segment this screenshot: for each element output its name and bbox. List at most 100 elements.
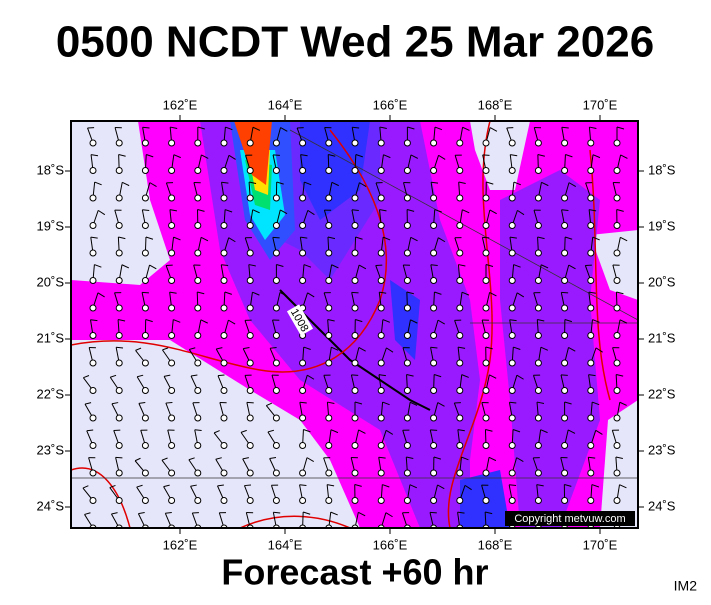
wind-station — [352, 250, 358, 256]
wind-station — [509, 360, 515, 366]
wind-station — [195, 470, 201, 476]
wind-station — [273, 305, 279, 311]
wind-station — [431, 443, 437, 449]
wind-station — [221, 498, 227, 504]
wind-barb-feather — [640, 265, 647, 266]
wind-station — [535, 195, 541, 201]
wind-station — [195, 360, 201, 366]
wind-station — [535, 250, 541, 256]
wind-station — [90, 305, 96, 311]
wind-station — [116, 388, 122, 394]
wind-station — [509, 415, 515, 421]
wind-station — [142, 305, 148, 311]
wind-station — [300, 168, 306, 174]
wind-station — [116, 195, 122, 201]
wind-station — [640, 470, 646, 476]
wind-barb-feather — [116, 347, 123, 348]
wind-station — [431, 250, 437, 256]
wind-station — [535, 443, 541, 449]
wind-station — [300, 250, 306, 256]
wind-station — [457, 305, 463, 311]
wind-station — [116, 443, 122, 449]
wind-station — [247, 388, 253, 394]
wind-station — [378, 140, 384, 146]
wind-station — [326, 250, 332, 256]
lon-label: 164˚E — [268, 97, 303, 112]
lat-label: 23˚S — [37, 442, 65, 457]
wind-barb-feather — [273, 512, 280, 513]
wind-station — [535, 415, 541, 421]
wind-station — [535, 388, 541, 394]
lat-label: 19˚S — [37, 218, 65, 233]
wind-station — [273, 415, 279, 421]
wind-station — [483, 415, 489, 421]
lat-label: 18˚S — [648, 162, 676, 177]
wind-station — [221, 415, 227, 421]
wind-barb — [643, 485, 647, 501]
wind-station — [90, 250, 96, 256]
wind-station — [90, 168, 96, 174]
wind-station — [404, 250, 410, 256]
wind-station — [142, 333, 148, 339]
wind-barb-feather — [644, 375, 651, 377]
wind-station — [195, 195, 201, 201]
lon-label: 164˚E — [268, 537, 303, 552]
wind-station — [169, 415, 175, 421]
wind-barb-feather — [647, 485, 654, 489]
forecast-label: Forecast +60 hr — [221, 552, 488, 593]
wind-station — [483, 195, 489, 201]
wind-station — [614, 223, 620, 229]
wind-station — [431, 195, 437, 201]
map-field — [71, 121, 655, 531]
wind-station — [169, 195, 175, 201]
wind-station — [142, 168, 148, 174]
wind-station — [116, 360, 122, 366]
wind-station — [352, 498, 358, 504]
wind-station — [404, 168, 410, 174]
wind-barb-feather — [273, 155, 280, 156]
wind-station — [614, 415, 620, 421]
wind-station — [142, 195, 148, 201]
wind-barb-feather — [195, 430, 202, 431]
wind-station — [195, 168, 201, 174]
wind-station — [247, 415, 253, 421]
wind-station — [614, 333, 620, 339]
wind-station — [457, 140, 463, 146]
wind-station — [562, 333, 568, 339]
wind-station — [247, 195, 253, 201]
wind-station — [588, 388, 594, 394]
wind-station — [431, 278, 437, 284]
wind-station — [169, 223, 175, 229]
wind-station — [404, 498, 410, 504]
wind-station — [457, 195, 463, 201]
wind-station — [273, 195, 279, 201]
wind-station — [273, 333, 279, 339]
wind-station — [640, 195, 646, 201]
wind-station — [142, 470, 148, 476]
wind-station — [195, 388, 201, 394]
wind-station — [562, 250, 568, 256]
lat-label: 23˚S — [648, 442, 676, 457]
wind-station — [535, 305, 541, 311]
wind-barb-feather — [648, 155, 655, 159]
wind-station — [142, 223, 148, 229]
wind-station — [90, 333, 96, 339]
wind-station — [352, 415, 358, 421]
wind-station — [326, 443, 332, 449]
wind-station — [562, 470, 568, 476]
wind-station — [247, 168, 253, 174]
wind-station — [273, 168, 279, 174]
wind-barb — [640, 347, 643, 363]
wind-station — [326, 415, 332, 421]
wind-station — [562, 388, 568, 394]
wind-station — [404, 223, 410, 229]
wind-station — [640, 333, 646, 339]
image-code: IM2 — [674, 578, 698, 594]
wind-station — [588, 278, 594, 284]
wind-station — [273, 250, 279, 256]
wind-station — [326, 223, 332, 229]
wind-station — [614, 168, 620, 174]
wind-barb-feather — [300, 485, 307, 486]
wind-station — [169, 140, 175, 146]
wind-station — [90, 443, 96, 449]
